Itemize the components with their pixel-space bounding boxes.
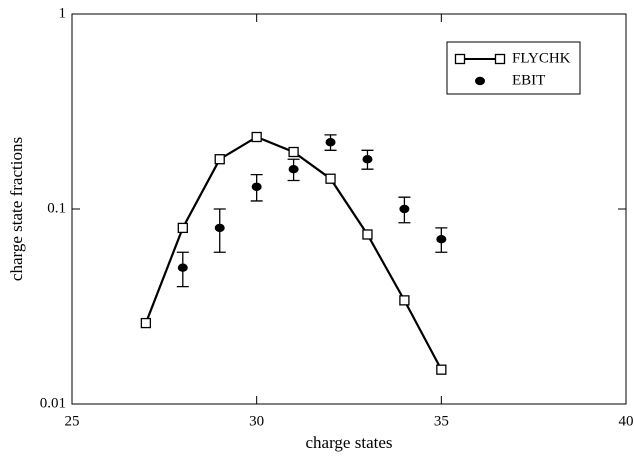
square-marker [362,229,373,240]
point-marker [362,155,373,164]
point-marker [399,204,410,214]
x-tick-label: 30 [249,413,264,429]
point-marker [214,223,225,233]
square-marker [325,173,336,184]
square-marker [399,295,410,306]
point-marker [177,263,188,272]
square-marker [214,154,225,165]
legend-label: FLYCHK [512,50,571,66]
point-marker [436,235,447,244]
point-marker [251,182,262,191]
point-marker [288,164,299,174]
y-tick-label: 1 [59,5,67,21]
x-tick-label: 25 [65,413,80,429]
point-marker [325,138,336,147]
square-marker [177,222,188,234]
legend-label: EBIT [512,72,545,88]
legend-marker [454,53,466,65]
x-axis-label: charge states [305,433,392,452]
square-marker [140,317,152,329]
legend-marker [494,53,506,65]
y-tick-label: 0.01 [40,395,66,411]
square-marker [251,131,262,143]
y-axis-label: charge state fractions [7,137,26,281]
legend-marker [475,76,485,86]
x-tick-label: 35 [434,413,449,429]
legend-box [446,41,581,95]
x-tick-label: 40 [619,413,634,429]
y-tick-label: 0.1 [47,200,66,216]
square-marker [288,146,299,158]
square-marker [436,364,447,375]
